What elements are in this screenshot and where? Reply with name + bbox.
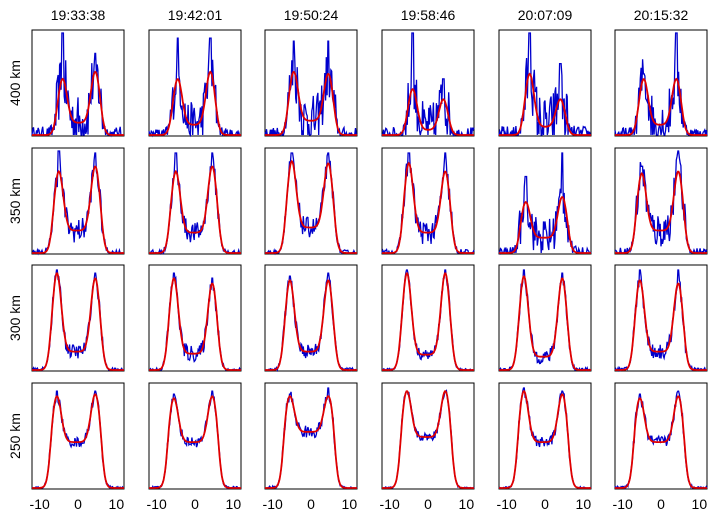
fit-series-line — [265, 279, 357, 371]
panel — [381, 29, 475, 137]
fit-series-line — [32, 165, 124, 254]
x-tick-label: -10 — [263, 496, 283, 512]
fit-series-line — [149, 70, 241, 136]
x-tick-label: 10 — [342, 496, 358, 512]
panel-frame — [614, 382, 708, 490]
panel-frame — [498, 147, 592, 255]
panel — [264, 29, 358, 137]
panel: -10 0 10 — [497, 382, 592, 512]
fit-series-line — [382, 161, 474, 254]
fit-series-line — [32, 272, 124, 371]
column-title: 19:58:46 — [401, 7, 456, 23]
x-tick-label: -10 — [613, 496, 633, 512]
row-label: 400 km — [7, 60, 23, 106]
column-title: 19:50:24 — [284, 7, 339, 23]
panel — [31, 264, 125, 372]
x-tick-label: 0 — [307, 496, 315, 512]
row-label: 350 km — [7, 178, 23, 224]
fit-series-line — [615, 77, 707, 136]
column-title: 19:42:01 — [168, 7, 223, 23]
x-tick-label: 10 — [576, 496, 592, 512]
column-title: 20:15:32 — [634, 7, 689, 23]
panel — [498, 29, 592, 137]
panel-frame — [148, 147, 242, 255]
panel: -10 0 10 — [263, 382, 358, 512]
panel — [498, 264, 592, 372]
fit-series-line — [615, 395, 707, 489]
x-tick-label: 0 — [424, 496, 432, 512]
panel-frame — [498, 29, 592, 137]
column-title: 19:33:38 — [51, 7, 106, 23]
panel-frame — [31, 382, 125, 490]
x-tick-label: 10 — [692, 496, 708, 512]
panel-frame — [498, 382, 592, 490]
panel — [31, 29, 125, 138]
fit-series-line — [499, 275, 591, 371]
fit-series-line — [149, 395, 241, 489]
panel-frame — [381, 264, 475, 372]
x-tick-label: 0 — [74, 496, 82, 512]
x-tick-label: -10 — [30, 496, 50, 512]
panel-frame — [148, 264, 242, 372]
fit-series-line — [382, 87, 474, 136]
panel — [498, 147, 592, 256]
panel: -10 0 10 — [380, 382, 475, 512]
panel-frame — [31, 147, 125, 255]
x-tick-label: 0 — [657, 496, 665, 512]
row-label: 250 km — [7, 413, 23, 459]
fit-series-line — [265, 159, 357, 254]
panel — [381, 147, 475, 255]
x-tick-label: -10 — [147, 496, 167, 512]
fit-series-line — [265, 71, 357, 136]
panel-frame — [264, 382, 358, 490]
column-title: 20:07:09 — [518, 7, 573, 23]
fit-series-line — [382, 272, 474, 371]
fit-series-line — [499, 390, 591, 489]
panel — [264, 147, 358, 256]
panel — [614, 264, 708, 372]
panel — [381, 264, 475, 372]
x-tick-label: 10 — [109, 496, 125, 512]
panel-frame — [614, 29, 708, 137]
panel — [148, 147, 242, 256]
panel — [31, 147, 125, 256]
panel — [614, 147, 708, 255]
panel: -10 0 10 — [147, 382, 242, 512]
fit-series-line — [499, 72, 591, 136]
panel: -10 0 10 — [613, 382, 708, 512]
x-tick-label: 10 — [226, 496, 242, 512]
fit-series-line — [149, 165, 241, 254]
fit-series-line — [265, 395, 357, 489]
fit-series-line — [382, 390, 474, 489]
x-tick-label: -10 — [380, 496, 400, 512]
panel-frame — [264, 147, 358, 255]
panel — [614, 29, 708, 137]
fit-series-line — [32, 71, 124, 136]
panel — [148, 264, 242, 372]
fit-series-line — [615, 279, 707, 371]
panel-frame — [148, 382, 242, 490]
fit-series-line — [499, 196, 591, 254]
x-tick-label: 10 — [459, 496, 475, 512]
panel — [148, 29, 242, 138]
fit-series-line — [32, 393, 124, 489]
panel — [264, 264, 358, 373]
fit-series-line — [615, 170, 707, 254]
fit-series-line — [149, 277, 241, 371]
x-tick-label: 0 — [191, 496, 199, 512]
panel-frame — [264, 264, 358, 372]
measured-series-line — [498, 152, 592, 256]
x-tick-label: 0 — [541, 496, 549, 512]
row-label: 300 km — [7, 295, 23, 341]
x-tick-label: -10 — [497, 496, 517, 512]
panel: -10 0 10 — [30, 382, 125, 512]
